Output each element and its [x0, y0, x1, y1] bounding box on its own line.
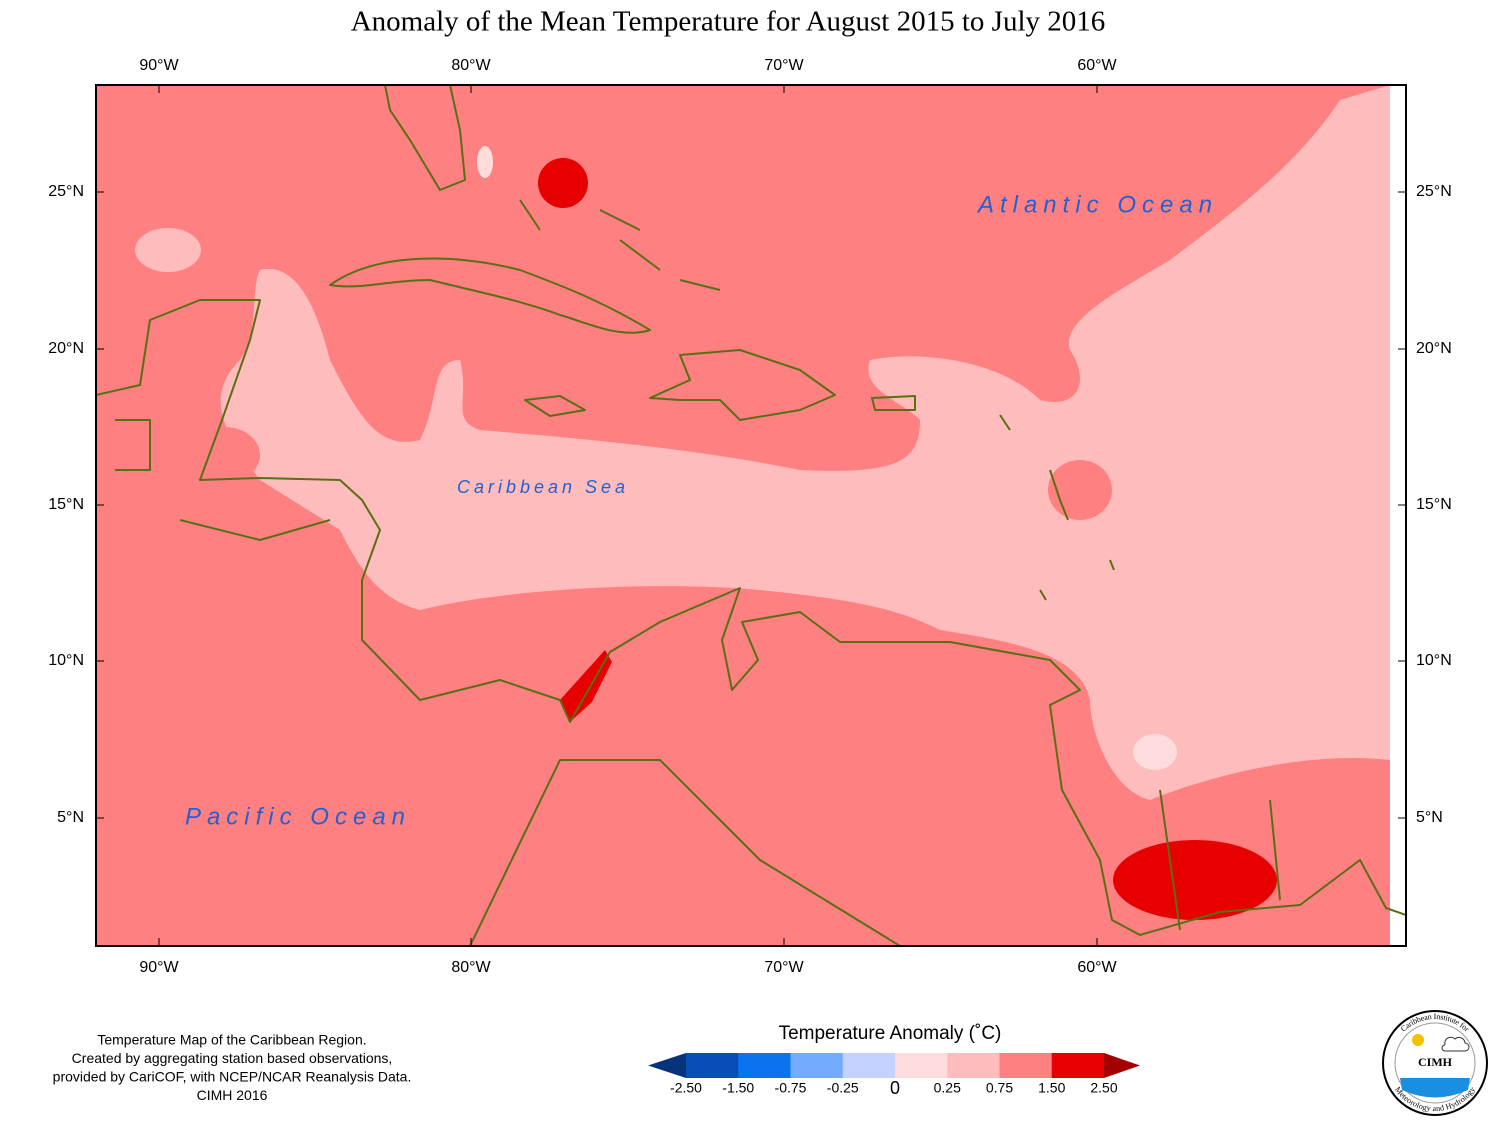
colorbar-segment	[686, 1053, 739, 1078]
longitude-label: 90°W	[139, 959, 179, 976]
anomaly-field	[1113, 840, 1277, 920]
anomaly-field	[477, 146, 493, 178]
latitude-label: 15°N	[1416, 496, 1452, 513]
colorbar-label: -0.25	[827, 1080, 859, 1096]
colorbar-label: 0	[890, 1078, 900, 1098]
note-line: Temperature Map of the Caribbean Region.	[97, 1032, 366, 1048]
map-frame	[95, 84, 1407, 947]
colorbar-label: 1.50	[1038, 1080, 1065, 1096]
coastline	[519, 199, 721, 291]
colorbar-label: -0.75	[775, 1080, 807, 1096]
colorbar-arrow	[1104, 1053, 1140, 1078]
note-line: provided by CariCOF, with NCEP/NCAR Rean…	[53, 1069, 412, 1085]
longitude-label: 90°W	[139, 57, 179, 74]
coastline	[999, 414, 1115, 601]
anomaly-field	[1048, 460, 1112, 520]
title: Anomaly of the Mean Temperature for Augu…	[351, 6, 1106, 38]
ocean-label: Atlantic Ocean	[976, 191, 1218, 218]
colorbar-segment	[947, 1053, 1000, 1078]
logo-waves	[1400, 1078, 1470, 1098]
latitude-label: 5°N	[57, 809, 84, 826]
logo-ring	[1394, 1022, 1476, 1104]
anomaly-field	[220, 85, 1390, 800]
coastline	[871, 395, 916, 411]
colorbar-label: -1.50	[722, 1080, 754, 1096]
anomaly-field	[1133, 734, 1177, 770]
latitude-label: 25°N	[48, 183, 84, 200]
notes: Temperature Map of the Caribbean Region.…	[53, 1032, 412, 1104]
anomaly-field	[190, 427, 260, 483]
latitude-label: 25°N	[1416, 183, 1452, 200]
longitude-label: 80°W	[451, 959, 491, 976]
coastline	[649, 349, 836, 421]
latitude-label: 15°N	[48, 496, 84, 513]
logo: CIMH Caribbean Institute for Meteorology…	[1382, 1010, 1488, 1116]
logo-sun	[1412, 1034, 1424, 1046]
longitude-label: 60°W	[1077, 57, 1117, 74]
colorbar-label: 2.50	[1090, 1080, 1117, 1096]
longitude-label: 60°W	[1077, 959, 1117, 976]
logo-text: CIMH	[1418, 1055, 1453, 1069]
latitude-label: 20°N	[48, 340, 84, 357]
colorbar-segment	[1051, 1053, 1105, 1078]
latitude-label: 10°N	[1416, 652, 1452, 669]
ocean-label: Caribbean Sea	[457, 477, 629, 497]
latitude-label: 5°N	[1416, 809, 1443, 826]
colorbar-segment	[895, 1053, 948, 1078]
map	[96, 85, 1406, 946]
longitude-label: 80°W	[451, 57, 491, 74]
colorbar-label: 0.75	[986, 1080, 1013, 1096]
anomaly-field	[560, 650, 612, 722]
border	[115, 419, 1281, 946]
no-data	[1390, 85, 1406, 946]
land	[384, 85, 466, 191]
latitude-label: 20°N	[1416, 340, 1452, 357]
colorbar: -2.50 -1.50 -0.75 -0.25 0 0.25 0.75 1.50 2.50	[648, 1053, 1140, 1098]
colorbar-segment	[999, 1053, 1053, 1078]
anomaly-field	[135, 228, 201, 272]
coastline	[329, 257, 651, 334]
note-line: CIMH 2016	[197, 1087, 268, 1103]
note-line: Created by aggregating station based obs…	[72, 1050, 393, 1066]
colorbar-segment	[738, 1053, 791, 1078]
land	[96, 299, 1406, 946]
legend-title: Temperature Anomaly (˚C)	[779, 1023, 1002, 1044]
colorbar-label: -2.50	[670, 1080, 702, 1096]
colorbar-arrow	[648, 1053, 686, 1078]
anomaly-field	[538, 158, 588, 208]
colorbar-segment	[842, 1053, 896, 1078]
logo-cloud	[1441, 1036, 1470, 1052]
longitude-label: 70°W	[764, 57, 804, 74]
coastline	[524, 395, 586, 417]
latitude-label: 10°N	[48, 652, 84, 669]
ocean-label: Pacific Ocean	[185, 803, 411, 830]
colorbar-label: 0.25	[934, 1080, 961, 1096]
longitude-label: 70°W	[764, 959, 804, 976]
colorbar-segment	[790, 1053, 844, 1078]
